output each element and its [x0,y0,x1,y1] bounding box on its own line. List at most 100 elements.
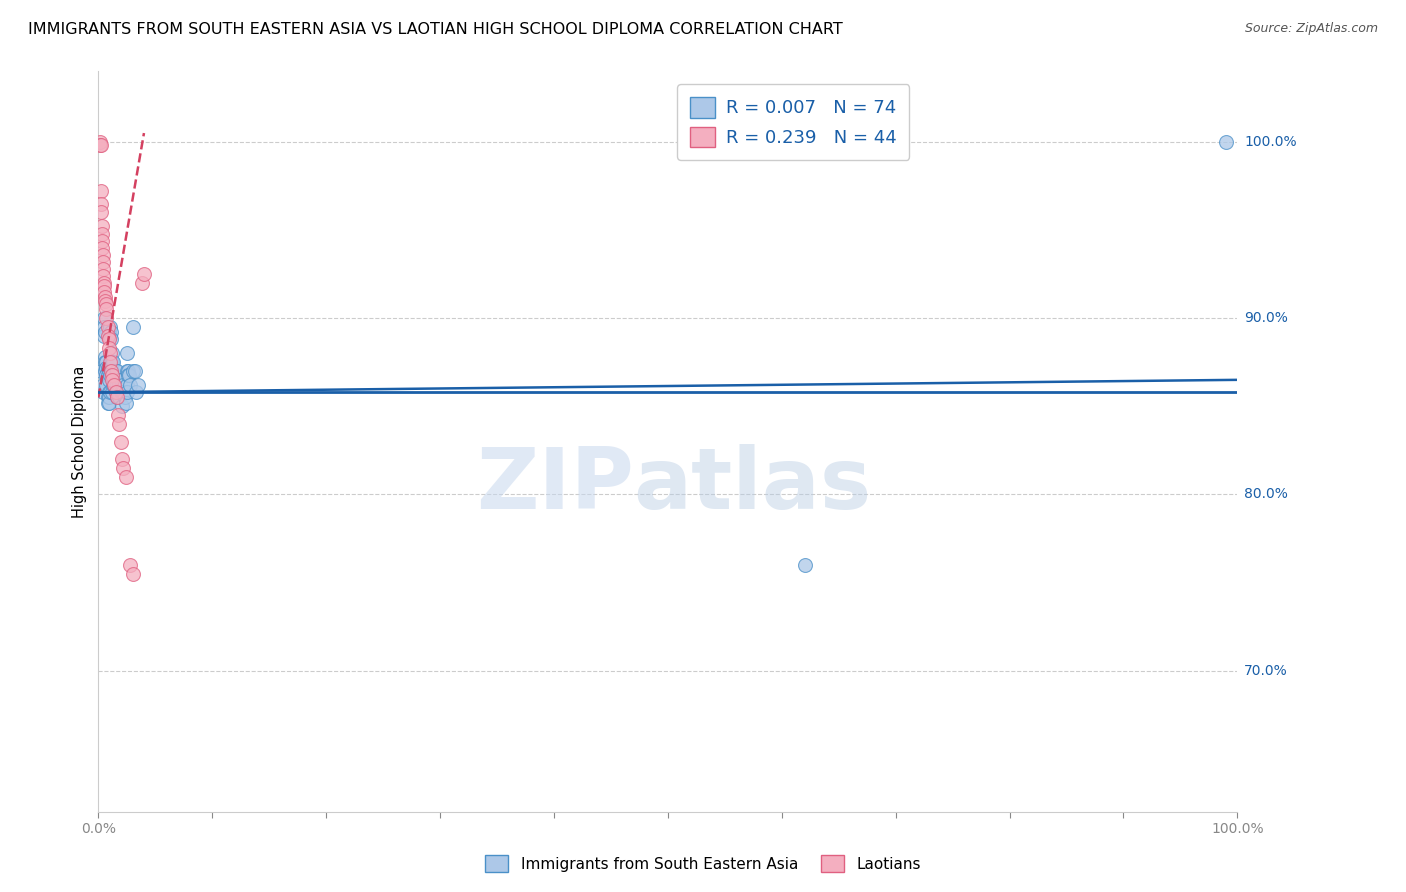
Point [111,385,134,400]
Point [96,302,118,317]
Point [97,396,120,410]
Text: 70.0%: 70.0% [1244,664,1288,678]
Point [104,385,127,400]
Point [101,373,124,387]
Point [89,138,111,153]
Point [107,373,129,387]
Point [115,385,138,400]
Point [118,368,141,382]
Point [104,364,127,378]
Point [103,378,125,392]
Point [110,434,132,449]
Point [96,396,118,410]
Point [97,341,120,355]
Point [111,399,134,413]
Point [112,378,135,392]
Point [101,355,124,369]
Point [127,378,149,392]
Point [91,254,114,268]
Point [93,328,115,343]
Point [110,385,132,400]
Text: ZIP: ZIP [477,444,634,527]
Point [105,364,128,378]
Point [97,385,120,400]
Point [132,267,155,281]
Point [90,138,112,153]
Point [97,373,120,387]
Point [96,311,118,326]
Text: atlas: atlas [634,444,872,527]
Point [94,290,117,304]
Legend: Immigrants from South Eastern Asia, Laotians: Immigrants from South Eastern Asia, Laot… [478,847,928,880]
Point [103,373,125,387]
Point [120,378,142,392]
Point [97,391,120,405]
Point [94,364,117,378]
Point [94,293,117,308]
Point [101,346,124,360]
Point [111,452,134,467]
Point [96,360,118,375]
Point [131,276,153,290]
Point [91,385,114,400]
Point [115,346,138,360]
Point [90,205,112,219]
Text: IMMIGRANTS FROM SOUTH EASTERN ASIA VS LAOTIAN HIGH SCHOOL DIPLOMA CORRELATION CH: IMMIGRANTS FROM SOUTH EASTERN ASIA VS LA… [28,22,842,37]
Point [115,364,138,378]
Text: 100.0%: 100.0% [1244,135,1296,149]
Point [90,241,112,255]
Point [108,391,131,405]
Point [120,558,142,572]
Point [103,378,125,392]
Point [96,360,118,375]
Point [103,355,125,369]
Point [115,378,138,392]
Point [90,196,112,211]
Point [107,385,129,400]
Point [90,364,112,378]
Point [105,391,128,405]
Point [90,227,112,241]
Point [112,461,135,475]
Point [89,135,111,149]
Point [96,368,118,382]
Point [96,378,118,392]
Point [100,325,122,339]
Point [90,184,112,198]
Point [96,320,118,334]
Point [97,364,120,378]
Point [117,364,139,378]
Point [91,248,114,262]
Point [100,364,122,378]
Point [98,368,121,382]
Point [96,355,118,369]
Point [98,346,121,360]
Point [104,385,127,400]
Point [90,219,112,234]
Point [98,385,121,400]
Point [101,385,124,400]
Text: 80.0%: 80.0% [1244,487,1288,501]
Text: Source: ZipAtlas.com: Source: ZipAtlas.com [1244,22,1378,36]
Point [103,368,125,382]
Point [117,368,139,382]
Legend: R = 0.007   N = 74, R = 0.239   N = 44: R = 0.007 N = 74, R = 0.239 N = 44 [678,84,910,160]
Point [93,311,115,326]
Point [93,279,115,293]
Point [104,378,127,392]
Point [91,261,114,276]
Point [90,234,112,248]
Point [93,276,115,290]
Point [108,378,131,392]
Point [114,396,136,410]
Point [121,320,143,334]
Point [107,408,129,422]
Point [97,332,120,346]
Point [98,320,121,334]
Point [93,285,115,299]
Point [98,360,121,375]
Point [124,364,146,378]
Point [110,373,132,387]
Point [108,417,131,431]
Point [121,566,143,581]
